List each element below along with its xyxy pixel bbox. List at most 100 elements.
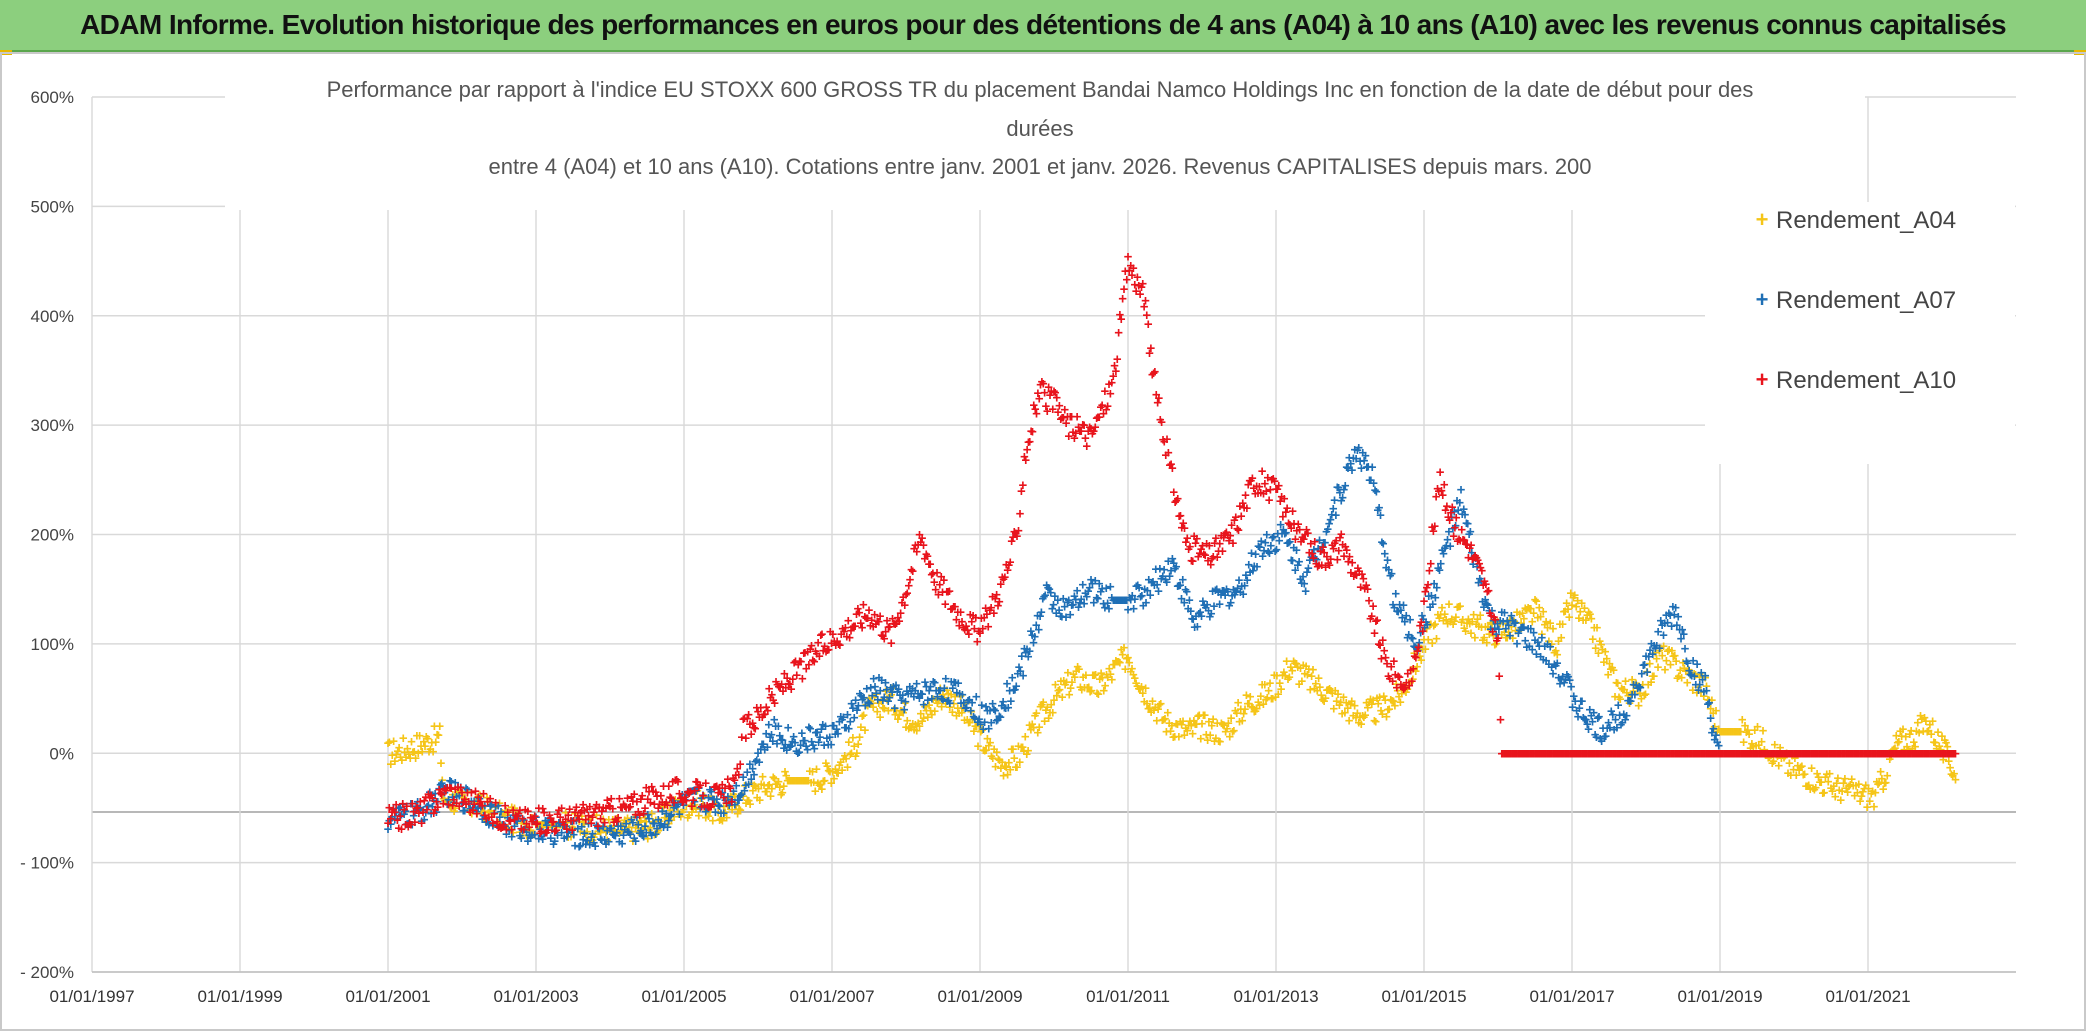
data-point-a04: + [1161, 710, 1170, 727]
data-point-a07: + [635, 825, 644, 842]
data-point-a04: + [1644, 676, 1653, 693]
data-point-a04: + [1443, 616, 1452, 633]
data-point-a04: + [1285, 669, 1294, 686]
data-point-a04: + [1118, 647, 1127, 664]
data-point-a07: + [694, 780, 703, 797]
data-point-a04: + [1165, 715, 1174, 732]
data-point-a07: + [576, 838, 585, 855]
data-point-a04: + [911, 716, 920, 733]
data-point-a04: + [1916, 708, 1925, 725]
data-point-a07: + [553, 827, 562, 844]
data-point-a04: + [1154, 701, 1163, 718]
data-point-a07: + [1372, 483, 1381, 500]
data-point-a04: + [442, 782, 451, 799]
data-point-a04: + [1492, 635, 1501, 652]
data-point-a07: + [1028, 627, 1037, 644]
data-point-a07: + [595, 820, 604, 837]
data-point-a07: + [1007, 693, 1016, 710]
data-point-a04: + [1020, 743, 1029, 760]
data-point-a04: + [1698, 668, 1707, 685]
data-point-a04: + [395, 739, 404, 756]
data-point-a07: + [1138, 588, 1147, 605]
data-point-a07: + [447, 774, 456, 791]
data-point-a07: + [510, 818, 519, 835]
data-point-a04: + [521, 816, 530, 833]
data-point-a04: + [1665, 642, 1674, 659]
data-point-a04: + [1242, 687, 1251, 704]
data-point-a07: + [521, 821, 530, 838]
data-point-a04: + [1725, 723, 1734, 740]
data-point-a04: + [1655, 643, 1664, 660]
data-point-a07: + [1042, 577, 1051, 594]
data-point-a04: + [1298, 673, 1307, 690]
data-point-a04: + [1465, 616, 1474, 633]
data-point-a07: + [866, 680, 875, 697]
data-point-a07: + [413, 793, 422, 810]
data-point-a04: + [1580, 600, 1589, 617]
data-point-a07: + [1387, 565, 1396, 582]
data-point-a04: + [1579, 612, 1588, 629]
data-point-a04: + [1266, 675, 1275, 692]
data-point-a07: + [992, 713, 1001, 730]
data-point-a04: + [1932, 740, 1941, 757]
data-point-a04: + [670, 808, 679, 825]
data-point-a07: + [1406, 612, 1415, 629]
data-point-a04: + [1336, 694, 1345, 711]
data-point-a04: + [1228, 723, 1237, 740]
data-point-a07: + [604, 834, 613, 851]
data-point-a04: + [818, 781, 827, 798]
data-point-a04: + [1536, 608, 1545, 625]
data-point-a07: + [1133, 577, 1142, 594]
data-point-a07: + [622, 816, 631, 833]
data-point-a10: + [1117, 311, 1126, 328]
data-point-a04: + [1091, 666, 1100, 683]
data-point-a04: + [1379, 688, 1388, 705]
data-point-a10: + [1016, 506, 1025, 523]
data-point-a07: + [1060, 598, 1069, 615]
data-point-a07: + [916, 686, 925, 703]
data-point-a04: + [1356, 709, 1365, 726]
data-point-a04: + [919, 710, 928, 727]
data-point-a07: + [412, 798, 421, 815]
data-point-a10: + [1426, 555, 1435, 572]
data-point-a04: + [1440, 606, 1449, 623]
data-point-a07: + [1368, 459, 1377, 476]
data-point-a04: + [1389, 693, 1398, 710]
data-point-a07: + [1149, 573, 1158, 590]
data-point-a04: + [1457, 614, 1466, 631]
data-point-a04: + [701, 810, 710, 827]
data-point-a04: + [990, 741, 999, 758]
data-point-a07: + [1125, 589, 1134, 606]
data-point-a04: + [1156, 696, 1165, 713]
data-point-a04: + [799, 773, 808, 790]
data-point-a04: + [587, 831, 596, 848]
data-point-a07: + [954, 675, 963, 692]
data-point-a04: + [708, 812, 717, 829]
data-point-a07: + [1136, 588, 1145, 605]
data-point-a04: + [789, 773, 798, 790]
data-point-a04: + [1951, 771, 1960, 788]
data-point-a04: + [1162, 724, 1171, 741]
data-point-a04: + [1263, 690, 1272, 707]
data-point-a07: + [763, 739, 772, 756]
data-point-a07: + [1087, 571, 1096, 588]
data-point-a04: + [1022, 746, 1031, 763]
data-point-a04: + [1461, 623, 1470, 640]
data-point-a04: + [1320, 693, 1329, 710]
data-point-a04: + [576, 824, 585, 841]
data-point-a04: + [1327, 683, 1336, 700]
data-point-a04: + [1411, 663, 1420, 680]
data-point-a10: + [1113, 351, 1122, 368]
data-point-a07: + [993, 712, 1002, 729]
data-point-a04: + [692, 801, 701, 818]
data-point-a07: + [700, 797, 709, 814]
data-point-a04: + [828, 763, 837, 780]
data-point-a04: + [1196, 730, 1205, 747]
data-point-a04: + [503, 820, 512, 837]
data-point-a04: + [491, 799, 500, 816]
data-point-a04: + [655, 813, 664, 830]
data-point-a04: + [1749, 739, 1758, 756]
data-point-a07: + [450, 794, 459, 811]
data-point-a07: + [1121, 592, 1130, 609]
data-point-a04: + [1940, 732, 1949, 749]
